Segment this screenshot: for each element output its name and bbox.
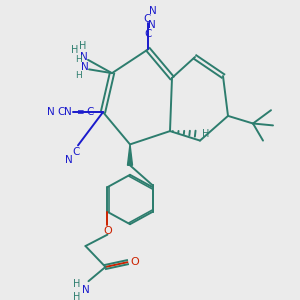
Text: N: N bbox=[65, 154, 73, 165]
Text: H: H bbox=[73, 279, 80, 289]
Text: C: C bbox=[143, 14, 151, 24]
Text: N: N bbox=[80, 52, 88, 62]
Text: H: H bbox=[71, 45, 79, 55]
Polygon shape bbox=[128, 144, 133, 165]
Text: N: N bbox=[148, 20, 156, 30]
Text: N: N bbox=[64, 107, 72, 117]
Text: O: O bbox=[103, 226, 112, 236]
Text: N: N bbox=[149, 6, 157, 16]
Text: C: C bbox=[58, 107, 65, 117]
Text: N: N bbox=[81, 62, 89, 72]
Text: O: O bbox=[130, 257, 139, 267]
Text: N: N bbox=[82, 285, 89, 295]
Text: ≡: ≡ bbox=[76, 108, 84, 117]
Text: C: C bbox=[144, 29, 152, 39]
Text: C: C bbox=[72, 147, 80, 157]
Text: C: C bbox=[86, 107, 94, 117]
Text: H: H bbox=[79, 40, 87, 51]
Text: H: H bbox=[75, 55, 81, 64]
Text: N: N bbox=[47, 107, 55, 117]
Text: H: H bbox=[75, 70, 81, 80]
Text: H: H bbox=[202, 129, 210, 139]
Text: H: H bbox=[73, 292, 80, 300]
